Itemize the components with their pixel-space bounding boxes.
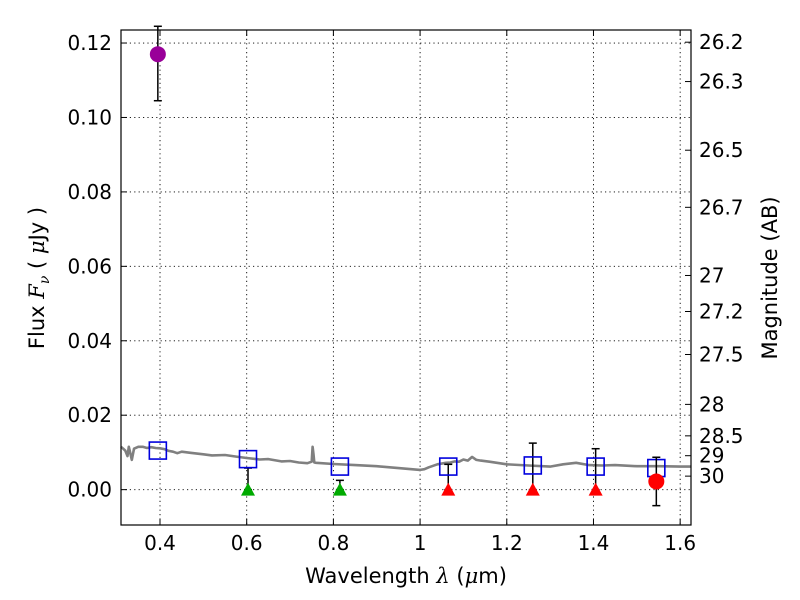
x-tick-label: 1: [414, 531, 427, 555]
y-tick-label: 0.00: [67, 478, 112, 502]
detection-point: [149, 46, 166, 63]
magnitude-tick-label: 26.3: [699, 70, 744, 94]
x-tick-label: 1.2: [491, 531, 523, 555]
tick-marks-and-labels: 0.4 0.6 0.8 1 1.2 1.4 1.6 0.00 0.02 0.04 0.06 0.08 0…: [67, 30, 744, 555]
plot-frame: [120, 29, 692, 526]
sed-model-layer: [120, 445, 691, 472]
model-photometry-square: [523, 456, 543, 475]
model-photometry-square: [586, 457, 605, 476]
upper-limit-triangle: [241, 482, 256, 496]
x-tick-label: 0.8: [317, 531, 349, 555]
y-tick-label: 0.08: [67, 180, 112, 204]
x-tick-label: 0.6: [231, 531, 263, 555]
sed-model-line: [120, 445, 691, 472]
model-photometry-square: [238, 449, 258, 469]
magnitude-tick-label: 27.2: [699, 300, 744, 324]
magnitude-tick-label: 27.5: [699, 343, 744, 367]
magnitude-axis-title: Magnitude (AB): [758, 196, 782, 359]
y-tick-label: 0.06: [67, 254, 112, 278]
magnitude-tick-label: 27: [699, 263, 724, 287]
x-tick-label: 1.6: [664, 531, 696, 555]
upper-limit-triangle: [332, 482, 347, 496]
y-tick-label: 0.10: [67, 105, 112, 129]
grid-lines: [121, 30, 691, 525]
magnitude-tick-label: 29: [699, 444, 724, 468]
y-tick-label: 0.02: [67, 403, 112, 427]
upper-limit-triangle: [525, 482, 540, 496]
magnitude-tick-label: 26.2: [699, 30, 744, 54]
magnitude-tick-label: 28.5: [699, 424, 744, 448]
detection-point: [648, 473, 665, 490]
y-tick-label: 0.04: [67, 329, 112, 353]
data-markers: [148, 25, 666, 507]
axes-frame: [120, 29, 692, 526]
y-tick-label: 0.12: [67, 31, 112, 55]
model-photometry-square: [330, 457, 350, 476]
magnitude-tick-label: 30: [699, 464, 724, 488]
upper-limit-triangle: [441, 482, 456, 496]
magnitude-tick-label: 28: [699, 392, 724, 416]
y-axis-title: Flux Fν ( μJy ): [25, 207, 53, 349]
x-axis-title: Wavelength λ (μm): [305, 564, 507, 588]
x-tick-label: 1.4: [578, 531, 610, 555]
model-photometry-square: [438, 457, 458, 476]
magnitude-tick-label: 26.5: [699, 138, 744, 162]
model-photometry-square: [148, 441, 168, 460]
x-tick-label: 0.4: [144, 531, 176, 555]
upper-limit-triangle: [588, 482, 603, 496]
magnitude-tick-label: 26.7: [699, 195, 744, 219]
